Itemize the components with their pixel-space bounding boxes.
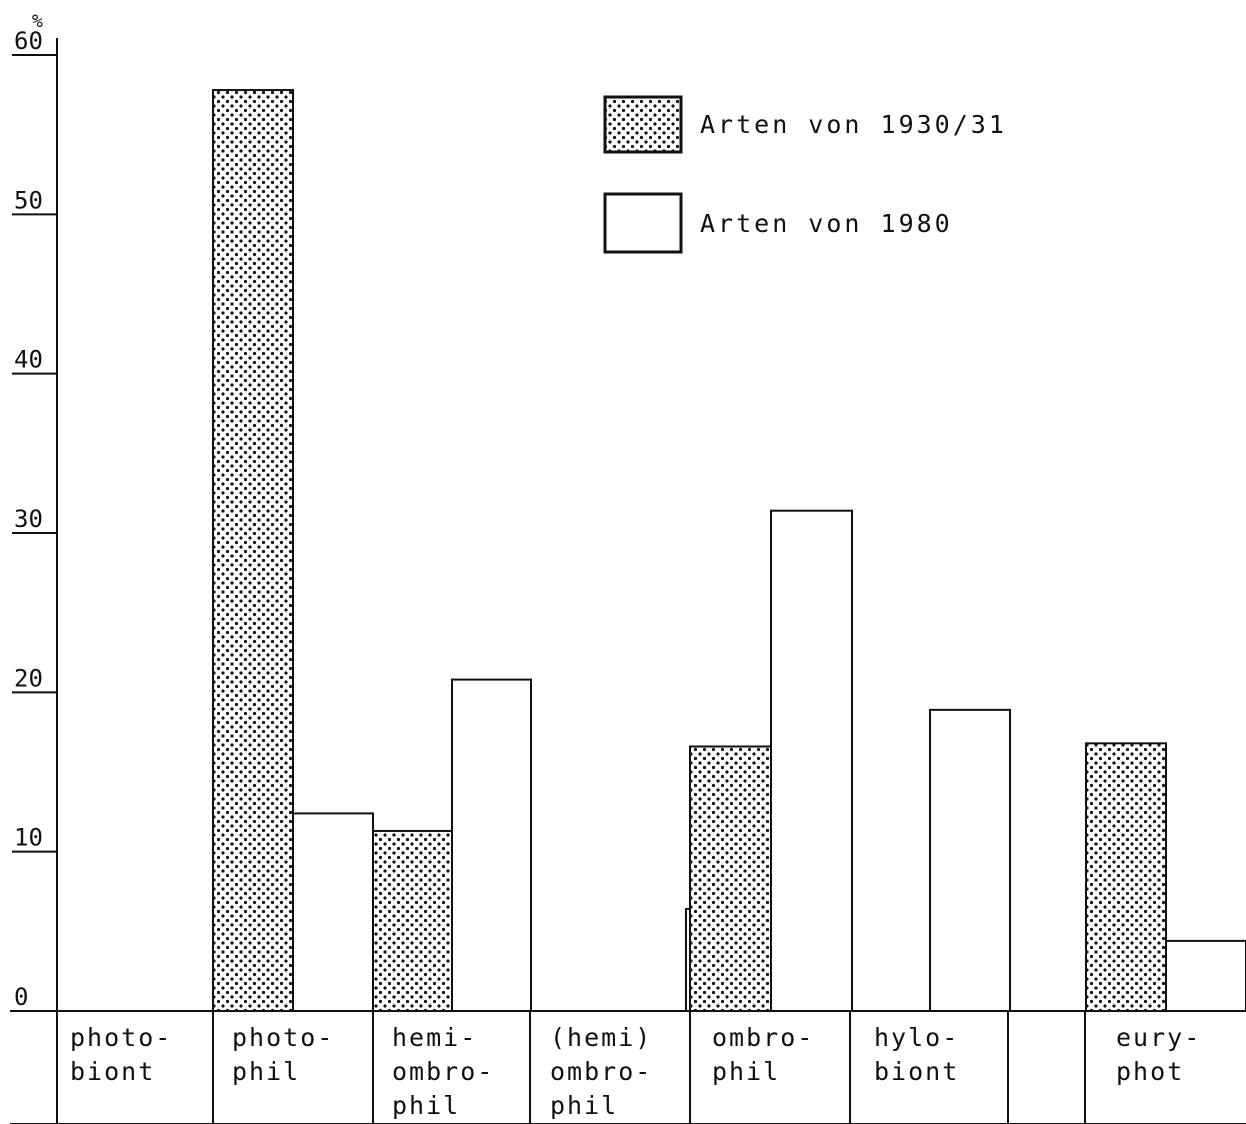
category-label-line: phil xyxy=(232,1057,300,1086)
category-label-3: hemi-ombro-phil xyxy=(392,1023,494,1120)
category-label-line: eury- xyxy=(1116,1023,1201,1052)
y-tick-label-60: 60 xyxy=(14,27,43,55)
category-label-1: photo-biont xyxy=(70,1023,172,1086)
legend: Arten von 1930/31 Arten von 1980 xyxy=(603,95,1007,254)
category-label-7: eury-phot xyxy=(1116,1023,1201,1086)
bar-1930-31-photophil xyxy=(212,89,294,1012)
category-label-2: photo-phil xyxy=(232,1023,334,1086)
category-label-line: ombro- xyxy=(392,1057,494,1086)
bar-1930-31-ombrophil xyxy=(689,745,772,1012)
category-label-line: hylo- xyxy=(874,1023,959,1052)
category-label-line: ombro- xyxy=(712,1023,814,1052)
y-tick-label-40: 40 xyxy=(14,346,43,374)
category-label-line: phot xyxy=(1116,1057,1184,1086)
category-label-5: ombro-phil xyxy=(712,1023,814,1086)
category-label-line: hemi- xyxy=(392,1023,477,1052)
category-label-6: hylo-biont xyxy=(874,1023,959,1086)
bar-1980-hylobiont xyxy=(929,708,1011,1012)
legend-swatch-1930-31 xyxy=(603,95,683,154)
category-label-4: (hemi) ombro-phil xyxy=(550,1023,652,1120)
bar-1980-photophil xyxy=(292,812,374,1013)
y-tick-label-50: 50 xyxy=(14,186,43,214)
category-label-line: biont xyxy=(70,1057,155,1086)
category-label-line: photo- xyxy=(232,1023,334,1052)
category-label-line: phil xyxy=(712,1057,780,1086)
bar-1930-31-hemiombrophil xyxy=(372,829,453,1012)
category-label-line: photo- xyxy=(70,1023,172,1052)
y-tick-label-20: 20 xyxy=(14,664,43,692)
category-label-line: phil xyxy=(550,1091,618,1120)
legend-label-1980: Arten von 1980 xyxy=(700,209,953,238)
legend-swatch-1980 xyxy=(603,192,683,254)
bar-1980-euryphot xyxy=(1165,939,1246,1012)
y-unit-label: % xyxy=(32,11,43,32)
legend-label-1930-31: Arten von 1930/31 xyxy=(700,110,1007,139)
category-label-line: ombro- xyxy=(550,1057,652,1086)
bar-1930-31-euryphot xyxy=(1085,742,1167,1012)
category-label-line: phil xyxy=(392,1091,460,1120)
category-label-line: (hemi) xyxy=(550,1023,652,1052)
y-tick-label-0: 0 xyxy=(14,983,28,1011)
y-tick-label-10: 10 xyxy=(14,824,43,852)
category-label-line: biont xyxy=(874,1057,959,1086)
bar-1980-hemiombrophil xyxy=(451,678,532,1012)
bar-1980-ombrophil xyxy=(770,509,853,1012)
y-tick-label-30: 30 xyxy=(14,505,43,533)
